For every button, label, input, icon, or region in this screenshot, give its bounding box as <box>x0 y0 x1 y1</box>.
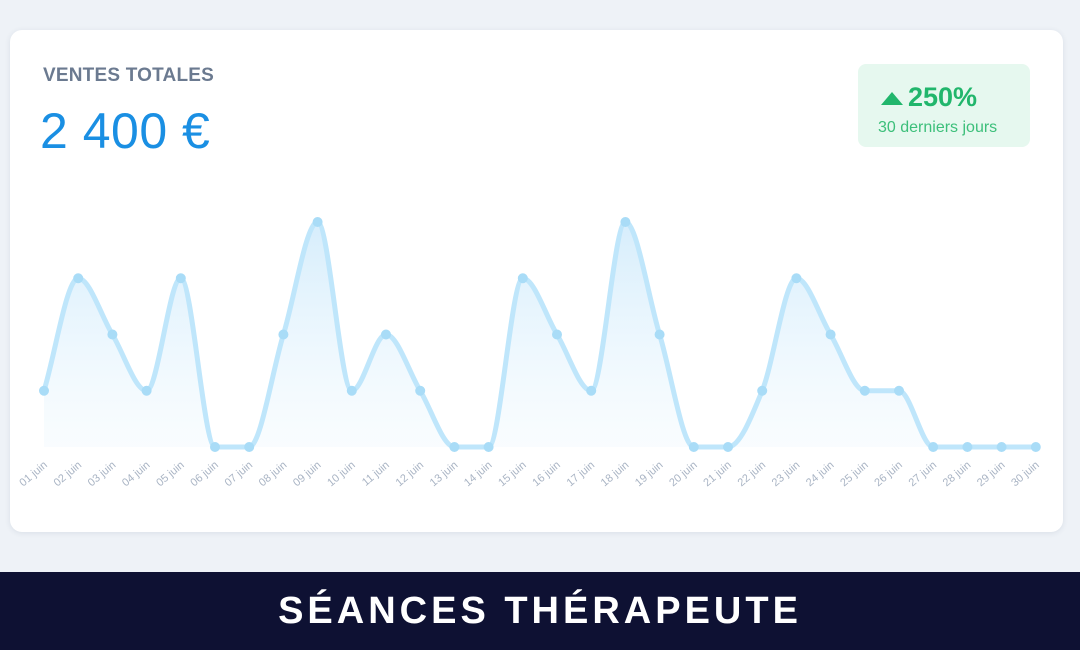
total-sales-value: 2 400 € <box>40 103 211 159</box>
x-tick-label: 07 juin <box>223 459 256 489</box>
data-point[interactable] <box>791 273 802 284</box>
data-point[interactable] <box>688 442 699 452</box>
data-point[interactable] <box>175 273 186 284</box>
data-point[interactable] <box>552 329 562 340</box>
x-tick-label: 30 juin <box>1009 459 1042 489</box>
data-point[interactable] <box>928 442 939 452</box>
data-point[interactable] <box>244 442 255 452</box>
data-point[interactable] <box>996 442 1007 452</box>
x-tick-label: 13 juin <box>428 459 461 489</box>
x-tick-label: 20 juin <box>667 459 700 489</box>
data-point[interactable] <box>586 385 597 396</box>
data-point[interactable] <box>1030 442 1041 452</box>
data-point[interactable] <box>723 442 733 452</box>
x-tick-label: 11 juin <box>360 459 392 489</box>
data-point[interactable] <box>825 329 836 340</box>
data-point[interactable] <box>141 385 152 396</box>
data-point[interactable] <box>962 442 973 452</box>
x-tick-label: 26 juin <box>872 459 905 489</box>
x-tick-label: 15 juin <box>496 459 529 489</box>
x-tick-label: 16 juin <box>530 459 563 489</box>
x-tick-label: 24 juin <box>804 459 837 489</box>
data-point[interactable] <box>517 273 528 284</box>
growth-badge: 250% 30 derniers jours <box>858 64 1030 147</box>
data-point[interactable] <box>483 442 494 452</box>
x-tick-label: 28 juin <box>941 459 974 489</box>
triangle-up-icon <box>881 91 903 105</box>
x-tick-label: 27 juin <box>907 459 940 489</box>
x-tick-label: 09 juin <box>291 459 324 489</box>
x-tick-label: 18 juin <box>599 459 632 489</box>
growth-percentage: 250% <box>908 82 978 112</box>
data-point[interactable] <box>449 442 460 452</box>
growth-row: 250% <box>880 82 977 113</box>
x-tick-label: 21 juin <box>701 459 734 489</box>
footer-banner: SÉANCES THÉRAPEUTE <box>0 572 1080 650</box>
data-point[interactable] <box>107 329 118 340</box>
x-tick-label: 01 juin <box>17 459 50 489</box>
data-point[interactable] <box>654 329 665 340</box>
data-point[interactable] <box>39 385 49 396</box>
footer-title: SÉANCES THÉRAPEUTE <box>278 589 802 632</box>
data-point[interactable] <box>415 385 426 396</box>
x-tick-label: 14 juin <box>462 459 495 489</box>
x-tick-label: 29 juin <box>975 459 1008 489</box>
data-point[interactable] <box>620 217 631 227</box>
growth-period-caption: 30 derniers jours <box>878 119 998 136</box>
x-tick-label: 23 juin <box>770 459 803 489</box>
data-point[interactable] <box>381 329 391 340</box>
series-line <box>41 219 1039 450</box>
data-point[interactable] <box>757 385 768 396</box>
x-tick-label: 02 juin <box>52 459 85 489</box>
x-tick-label: 12 juin <box>394 459 427 489</box>
x-tick-label: 04 juin <box>120 459 153 489</box>
sales-card: VENTES TOTALES 2 400 € 250% 30 derniers … <box>10 30 1063 532</box>
x-tick-label: 06 juin <box>188 459 221 489</box>
series-area <box>44 222 1036 447</box>
x-tick-label: 17 juin <box>565 459 598 489</box>
card-title: VENTES TOTALES <box>43 65 215 86</box>
data-point[interactable] <box>278 329 289 340</box>
data-point[interactable] <box>859 385 870 396</box>
data-point[interactable] <box>894 385 904 396</box>
data-point[interactable] <box>73 273 84 284</box>
x-tick-label: 22 juin <box>736 459 769 489</box>
x-tick-label: 08 juin <box>257 459 290 489</box>
x-tick-label: 19 juin <box>633 459 666 489</box>
x-tick-label: 10 juin <box>325 459 358 489</box>
x-tick-label: 05 juin <box>154 459 187 489</box>
sales-area-chart: 01 juin 02 juin 03 juin 04 juin 05 juin 06 ju… <box>17 217 1042 489</box>
x-tick-label: 03 juin <box>86 459 119 489</box>
data-point[interactable] <box>346 385 357 396</box>
x-tick-label: 25 juin <box>838 459 871 489</box>
data-point[interactable] <box>312 217 323 227</box>
data-point[interactable] <box>210 442 220 452</box>
